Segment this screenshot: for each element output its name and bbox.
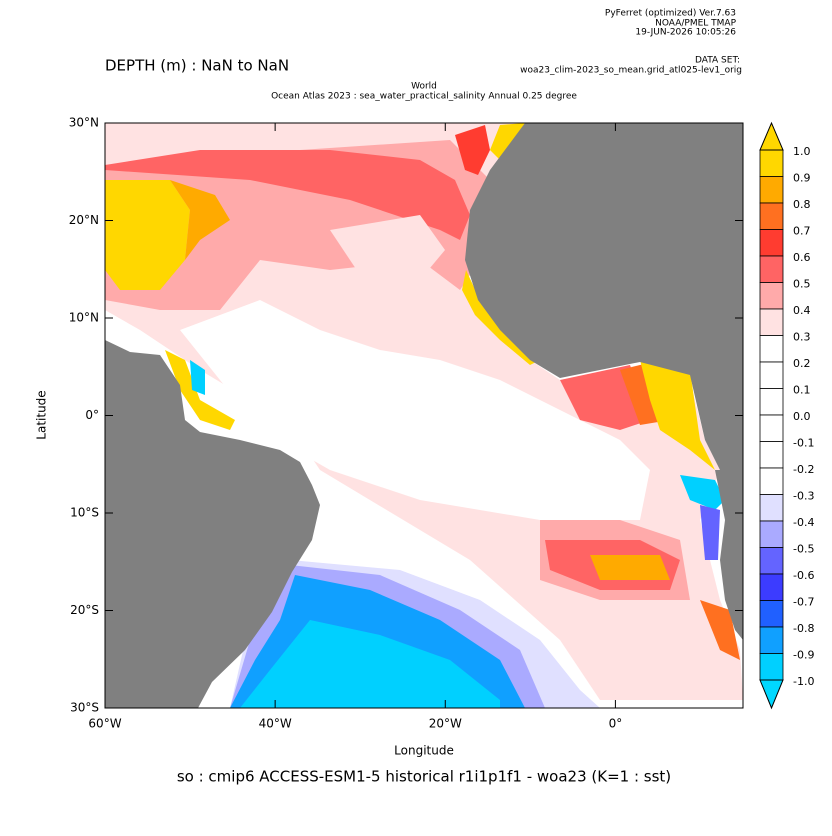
colorbar-label: 0.4 [793, 304, 811, 317]
x-axis-label: Longitude [394, 744, 454, 758]
colorbar-label: 0.1 [793, 384, 811, 397]
colorbar-box [759, 149, 784, 177]
colorbar-label: 0.2 [793, 357, 811, 370]
dataset-label: DATA SET: [695, 56, 740, 66]
colorbar-box [759, 520, 784, 548]
colorbar-box [759, 308, 784, 336]
colorbar-box [759, 653, 784, 681]
colorbar-label: -0.3 [793, 490, 814, 503]
software: PyFerret (optimized) Ver.7.63 [605, 9, 736, 19]
colorbar-label: -0.4 [793, 516, 814, 529]
colorbar-box [759, 494, 784, 522]
colorbar-box [759, 361, 784, 389]
y-tick-label: 10°S [70, 506, 99, 520]
colorbar-box [759, 335, 784, 363]
colorbar-label: -0.8 [793, 622, 814, 635]
colorbar-label: 0.8 [793, 198, 811, 211]
colorbar-box [759, 600, 784, 628]
organization: NOAA/PMEL TMAP [655, 19, 736, 29]
colorbar-label: 0.0 [793, 410, 811, 423]
y-tick-label: 10°N [69, 311, 99, 325]
colorbar-label: -0.5 [793, 543, 814, 556]
colorbar-label: -0.2 [793, 463, 814, 476]
x-tick-label: 40°W [259, 717, 292, 731]
x-tick-label: 0° [609, 717, 623, 731]
colorbar-box [759, 573, 784, 601]
colorbar-label: 0.5 [793, 278, 811, 291]
colorbar-box [759, 441, 784, 469]
colorbar-label: -0.9 [793, 649, 814, 662]
colorbar-label: 0.3 [793, 331, 811, 344]
y-tick-label: 30°S [70, 701, 99, 715]
y-tick-label: 0° [85, 408, 99, 422]
colorbar-box [759, 255, 784, 283]
colorbar-label: -0.1 [793, 437, 814, 450]
colorbar-label: 1.0 [793, 145, 811, 158]
colorbar-label: -1.0 [793, 675, 814, 688]
timestamp: 19-JUN-2026 10:05:26 [635, 28, 736, 38]
y-tick-label: 30°N [69, 116, 99, 130]
colorbar-label: -0.7 [793, 596, 814, 609]
x-tick-label: 60°W [88, 717, 121, 731]
x-tick-label: 20°W [429, 717, 462, 731]
y-tick-label: 20°N [69, 213, 99, 227]
dataset: woa23_clim-2023_so_mean.grid_atl025-lev1… [520, 66, 742, 76]
y-tick-label: 20°S [70, 603, 99, 617]
colorbar-label: -0.6 [793, 569, 814, 582]
chart-title: World [411, 82, 437, 92]
map-field [105, 123, 743, 708]
colorbar-box [759, 388, 784, 416]
colorbar-label: 0.7 [793, 225, 811, 238]
colorbar-under [759, 679, 784, 710]
y-axis-label: Latitude [35, 390, 49, 439]
caption: so : cmip6 ACCESS-ESM1-5 historical r1i1… [177, 768, 671, 786]
colorbar-box [759, 176, 784, 204]
colorbar-box [759, 467, 784, 495]
colorbar-box [759, 282, 784, 310]
colorbar-box [759, 414, 784, 442]
colorbar-label: 0.6 [793, 251, 811, 264]
colorbar-box [759, 626, 784, 654]
chart-subtitle: Ocean Atlas 2023 : sea_water_practical_s… [271, 92, 577, 102]
colorbar-box [759, 202, 784, 230]
colorbar-box [759, 229, 784, 257]
depth: DEPTH (m) : NaN to NaN [105, 57, 289, 75]
colorbar-over [759, 121, 784, 151]
colorbar-label: 0.9 [793, 172, 811, 185]
colorbar-box [759, 547, 784, 575]
